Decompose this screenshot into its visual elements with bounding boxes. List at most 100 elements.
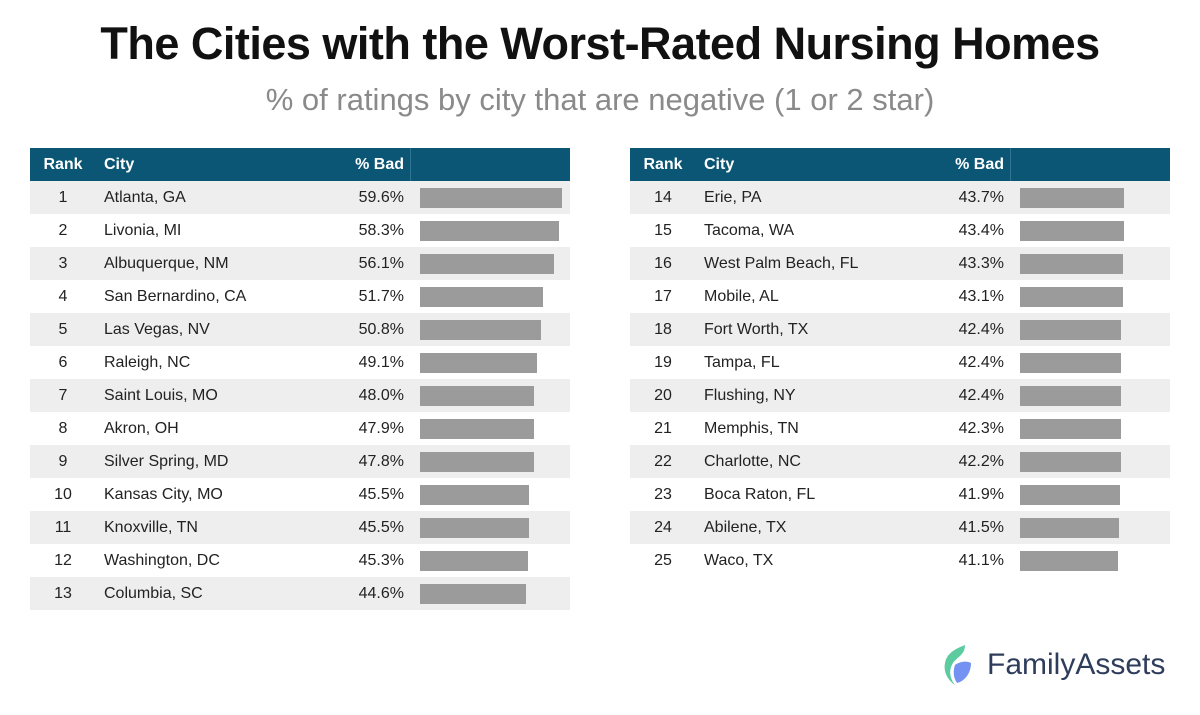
city-cell: Silver Spring, MD: [104, 453, 229, 470]
city-cell: Fort Worth, TX: [704, 321, 809, 338]
rank-cell: 12: [54, 552, 72, 569]
city-cell: Livonia, MI: [104, 222, 182, 239]
pct-bad-cell: 42.2%: [958, 453, 1004, 470]
value-bar: [1020, 386, 1122, 406]
pct-bad-cell: 41.9%: [958, 486, 1004, 503]
table-row: 6 Raleigh, NC 49.1%: [30, 346, 570, 379]
table-row: 24 Abilene, TX 41.5%: [630, 511, 1170, 544]
city-cell: West Palm Beach, FL: [704, 255, 859, 272]
table-row: 3 Albuquerque, NM 56.1%: [30, 247, 570, 280]
value-bar: [1020, 320, 1122, 340]
value-bar: [420, 485, 529, 505]
rank-cell: 6: [58, 354, 68, 371]
city-cell: Memphis, TN: [704, 420, 799, 437]
table-row: 13 Columbia, SC 44.6%: [30, 577, 570, 610]
pct-bad-cell: 42.4%: [958, 354, 1004, 371]
header-divider: [1010, 148, 1011, 181]
pct-bad-cell: 51.7%: [358, 288, 404, 305]
table-row: 14 Erie, PA 43.7%: [630, 181, 1170, 214]
table-row: 8 Akron, OH 47.9%: [30, 412, 570, 445]
table-row: 15 Tacoma, WA 43.4%: [630, 214, 1170, 247]
rank-cell: 17: [654, 288, 672, 305]
pct-bad-cell: 41.1%: [958, 552, 1004, 569]
pct-bad-cell: 58.3%: [358, 222, 404, 239]
value-bar: [420, 188, 563, 208]
city-cell: Charlotte, NC: [704, 453, 801, 470]
pct-bad-cell: 50.8%: [358, 321, 404, 338]
pct-bad-cell: 42.3%: [958, 420, 1004, 437]
city-cell: Tacoma, WA: [704, 222, 795, 239]
table-row: 10 Kansas City, MO 45.5%: [30, 478, 570, 511]
city-cell: Columbia, SC: [104, 585, 203, 602]
city-cell: Mobile, AL: [704, 288, 779, 305]
header-divider: [410, 148, 411, 181]
value-bar: [420, 287, 544, 307]
table-row: 1 Atlanta, GA 59.6%: [30, 181, 570, 214]
pct-bad-cell: 56.1%: [358, 255, 404, 272]
table-row: 17 Mobile, AL 43.1%: [630, 280, 1170, 313]
table-row: 2 Livonia, MI 58.3%: [30, 214, 570, 247]
rank-cell: 11: [54, 519, 72, 536]
value-bar: [1020, 518, 1119, 538]
rank-cell: 24: [654, 519, 672, 536]
rank-cell: 3: [58, 255, 68, 272]
table-row: 11 Knoxville, TN 45.5%: [30, 511, 570, 544]
table-row: 22 Charlotte, NC 42.2%: [630, 445, 1170, 478]
rank-cell: 7: [58, 387, 68, 404]
pct-bad-cell: 47.9%: [358, 420, 404, 437]
value-bar: [1020, 452, 1121, 472]
table-row: 20 Flushing, NY 42.4%: [630, 379, 1170, 412]
pct-bad-cell: 42.4%: [958, 321, 1004, 338]
rank-cell: 13: [54, 585, 72, 602]
value-bar: [420, 254, 554, 274]
table-row: 12 Washington, DC 45.3%: [30, 544, 570, 577]
rank-cell: 5: [58, 321, 68, 338]
city-cell: Las Vegas, NV: [104, 321, 210, 338]
value-bar: [420, 518, 529, 538]
pct-bad-cell: 49.1%: [358, 354, 404, 371]
table-row: 5 Las Vegas, NV 50.8%: [30, 313, 570, 346]
pct-bad-cell: 43.7%: [958, 189, 1004, 206]
pct-bad-cell: 43.4%: [958, 222, 1004, 239]
table-row: 21 Memphis, TN 42.3%: [630, 412, 1170, 445]
city-cell: Raleigh, NC: [104, 354, 191, 371]
pct-bad-cell: 45.5%: [358, 519, 404, 536]
table-header: Rank City % Bad: [30, 148, 570, 181]
rank-cell: 23: [654, 486, 672, 503]
rank-cell: 8: [58, 420, 68, 437]
rank-cell: 14: [654, 189, 672, 206]
city-cell: Boca Raton, FL: [704, 486, 816, 503]
city-cell: Albuquerque, NM: [104, 255, 229, 272]
value-bar: [1020, 287, 1123, 307]
value-bar: [1020, 551, 1119, 571]
city-cell: Erie, PA: [704, 189, 762, 206]
pct-bad-cell: 42.4%: [958, 387, 1004, 404]
table-row: 7 Saint Louis, MO 48.0%: [30, 379, 570, 412]
value-bar: [420, 419, 535, 439]
rank-cell: 2: [58, 222, 68, 239]
column-header: Rank: [43, 156, 83, 173]
pct-bad-cell: 45.5%: [358, 486, 404, 503]
column-header: City: [104, 156, 135, 173]
table-header: Rank City % Bad: [630, 148, 1170, 181]
pct-bad-cell: 48.0%: [358, 387, 404, 404]
pct-bad-cell: 45.3%: [358, 552, 404, 569]
table-row: 16 West Palm Beach, FL 43.3%: [630, 247, 1170, 280]
pct-bad-cell: 47.8%: [358, 453, 404, 470]
rank-cell: 4: [58, 288, 68, 305]
value-bar: [1020, 419, 1121, 439]
city-cell: Waco, TX: [704, 552, 774, 569]
chart-subtitle: % of ratings by city that are negative (…: [265, 82, 935, 117]
rank-cell: 18: [654, 321, 672, 338]
rank-cell: 10: [54, 486, 72, 503]
rank-cell: 15: [654, 222, 672, 239]
column-header: % Bad: [355, 156, 404, 173]
table-row: 23 Boca Raton, FL 41.9%: [630, 478, 1170, 511]
rank-cell: 21: [654, 420, 672, 437]
column-header: City: [704, 156, 735, 173]
city-cell: Akron, OH: [104, 420, 179, 437]
city-cell: Washington, DC: [104, 552, 220, 569]
pct-bad-cell: 43.1%: [958, 288, 1004, 305]
value-bar: [1020, 485, 1120, 505]
chart-title: The Cities with the Worst-Rated Nursing …: [100, 18, 1100, 69]
